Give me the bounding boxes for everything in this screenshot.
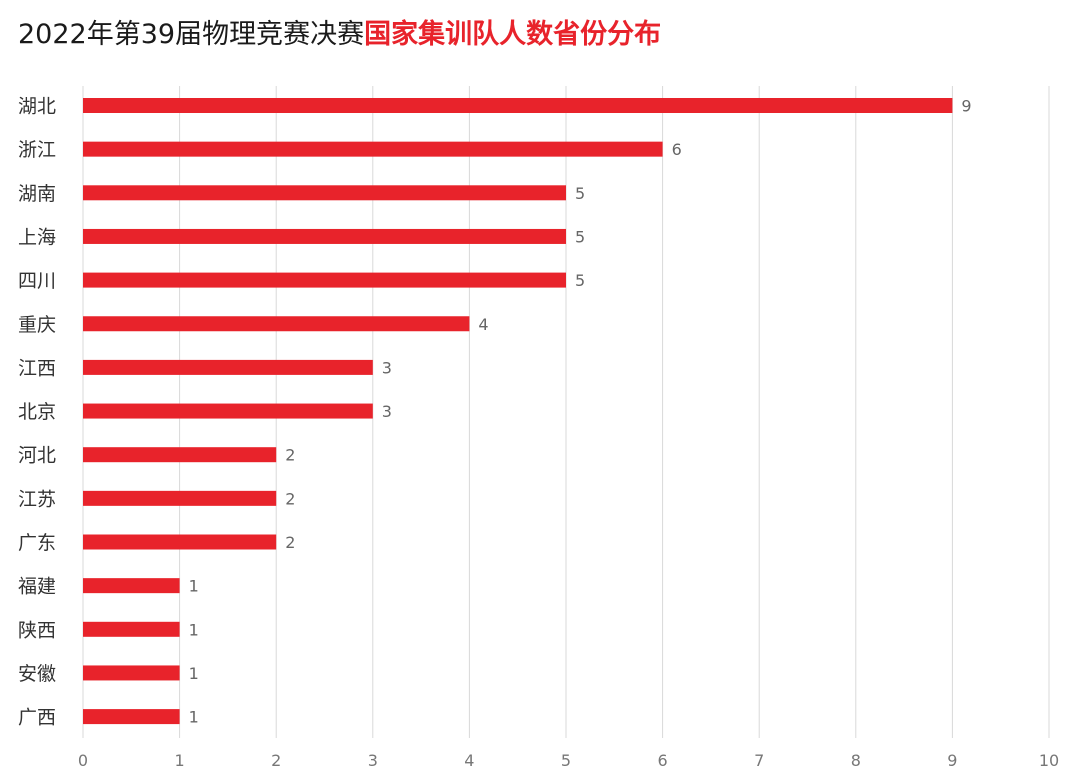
x-axis-ticks: 0 1 2 3 4 5 6 7 8 9 10 bbox=[78, 751, 1059, 770]
bar bbox=[83, 185, 566, 201]
value-label: 1 bbox=[189, 664, 199, 683]
value-label: 5 bbox=[575, 271, 585, 290]
bars bbox=[83, 98, 953, 725]
category-label: 广东 bbox=[18, 532, 56, 554]
bar bbox=[83, 665, 180, 681]
bar bbox=[83, 272, 566, 288]
x-tick-label: 7 bbox=[754, 751, 764, 770]
chart-title: 2022年第39届物理竞赛决赛国家集训队人数省份分布 bbox=[18, 12, 661, 51]
bar bbox=[83, 534, 277, 550]
value-labels: 9 6 5 5 5 4 3 3 2 2 2 1 1 1 1 bbox=[189, 97, 972, 727]
bar bbox=[83, 98, 953, 113]
value-label: 1 bbox=[189, 708, 199, 727]
category-label: 浙江 bbox=[18, 139, 56, 161]
category-label: 安徽 bbox=[18, 663, 56, 685]
value-label: 5 bbox=[575, 184, 585, 203]
x-tick-label: 6 bbox=[658, 751, 668, 770]
bar bbox=[83, 490, 277, 506]
value-label: 5 bbox=[575, 227, 585, 246]
title-highlight: 国家集训队人数省份分布 bbox=[364, 19, 662, 50]
value-label: 9 bbox=[961, 97, 971, 116]
x-tick-label: 8 bbox=[851, 751, 861, 770]
x-tick-label: 4 bbox=[464, 751, 474, 770]
bar bbox=[83, 578, 180, 594]
value-label: 1 bbox=[189, 620, 199, 639]
x-tick-label: 5 bbox=[561, 751, 571, 770]
bar bbox=[83, 447, 277, 463]
category-label: 上海 bbox=[18, 226, 56, 248]
category-label: 四川 bbox=[18, 270, 56, 292]
x-tick-label: 3 bbox=[368, 751, 378, 770]
bar bbox=[83, 141, 663, 157]
x-tick-label: 2 bbox=[271, 751, 281, 770]
value-label: 6 bbox=[672, 140, 682, 159]
bar bbox=[83, 316, 470, 332]
title-prefix: 2022年第39届物理竞赛决赛 bbox=[18, 19, 365, 50]
bar bbox=[83, 709, 180, 725]
x-tick-label: 1 bbox=[175, 751, 185, 770]
value-label: 2 bbox=[285, 446, 295, 465]
value-label: 4 bbox=[478, 315, 488, 334]
category-label: 江苏 bbox=[18, 488, 56, 510]
bar bbox=[83, 228, 566, 244]
value-label: 3 bbox=[382, 358, 392, 377]
x-tick-label: 10 bbox=[1039, 751, 1059, 770]
category-label: 江西 bbox=[18, 357, 56, 379]
value-label: 1 bbox=[189, 577, 199, 596]
value-label: 2 bbox=[285, 489, 295, 508]
category-label: 北京 bbox=[18, 401, 56, 423]
category-label: 陕西 bbox=[18, 619, 56, 641]
category-label: 湖北 bbox=[18, 96, 56, 118]
x-tick-label: 0 bbox=[78, 751, 88, 770]
category-label: 湖南 bbox=[18, 183, 56, 205]
x-tick-label: 9 bbox=[947, 751, 957, 770]
value-label: 3 bbox=[382, 402, 392, 421]
value-label: 2 bbox=[285, 533, 295, 552]
bar bbox=[83, 359, 373, 375]
category-label: 重庆 bbox=[18, 314, 56, 336]
bar bbox=[83, 621, 180, 637]
bar bbox=[83, 403, 373, 419]
category-label: 河北 bbox=[18, 445, 56, 467]
category-label: 福建 bbox=[18, 576, 56, 598]
category-label: 广西 bbox=[18, 707, 56, 729]
